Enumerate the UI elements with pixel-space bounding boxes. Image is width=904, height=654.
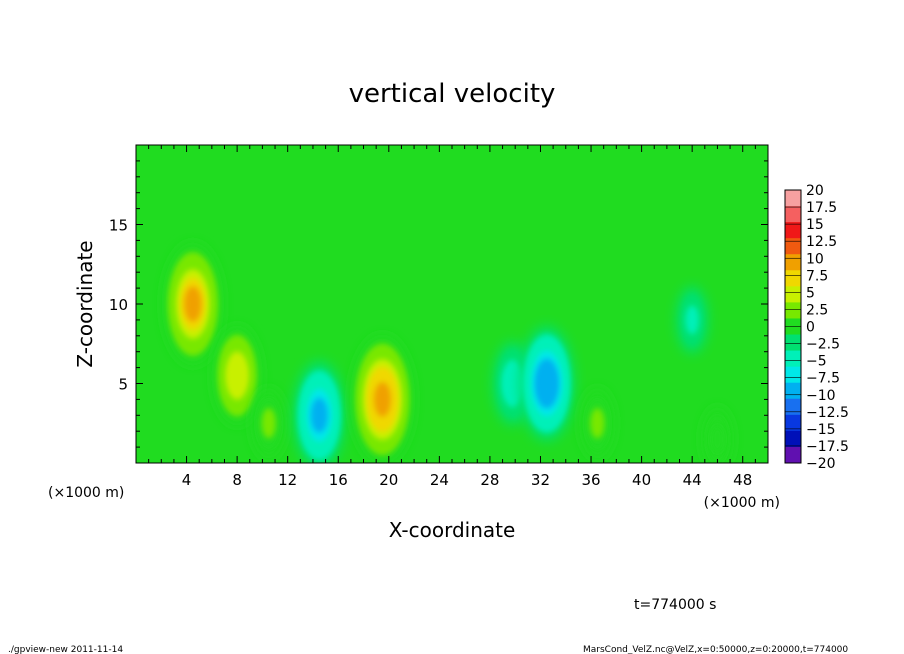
colorbar-segment: [785, 414, 801, 432]
colorbar-label: −10: [806, 388, 836, 404]
colorbar-segment: [785, 206, 801, 223]
footer-right: MarsCond_VelZ.nc@VelZ,x=0:50000,z=0:2000…: [583, 645, 848, 654]
colorbar-segment: [785, 302, 801, 319]
colorbar-label: 5: [806, 285, 815, 301]
x-unit-left: (×1000 m): [48, 485, 124, 501]
x-tick-label: 36: [581, 471, 600, 489]
velocity-feature: [519, 326, 575, 441]
x-tick-label: 4: [182, 471, 192, 489]
colorbar-segment: [785, 446, 801, 464]
velocity-feature: [351, 335, 414, 463]
colorbar-segment: [785, 222, 801, 239]
colorbar-segment: [785, 286, 801, 303]
colorbar-segment: [785, 366, 801, 384]
footer-left: ./gpview-new 2011-11-14: [8, 645, 123, 654]
x-tick-label: 48: [733, 471, 752, 489]
colorbar-segment: [785, 190, 801, 207]
contour-shell: [685, 305, 699, 335]
colorbar-label: −17.5: [806, 439, 849, 455]
colorbar-label: 2.5: [806, 302, 828, 318]
colorbar-label: 10: [806, 251, 824, 267]
colorbar-label: 0: [806, 320, 815, 336]
colorbar-label: −15: [806, 422, 836, 438]
velocity-feature: [580, 388, 614, 459]
plot-area: [135, 144, 769, 464]
x-tick-label: 28: [480, 471, 499, 489]
colorbar-segment: [785, 382, 801, 400]
colorbar-label: 15: [806, 217, 824, 233]
x-unit-right: (×1000 m): [704, 495, 780, 511]
colorbar-segment: [785, 350, 801, 368]
colorbar-label: 20: [806, 183, 824, 199]
y-tick-label: 10: [109, 296, 128, 314]
colorbar-label: 17.5: [806, 200, 837, 216]
contour-shell: [261, 408, 276, 439]
time-label: t=774000 s: [634, 597, 716, 613]
contour-shell: [538, 366, 555, 401]
velocity-field: [163, 243, 733, 463]
velocity-feature: [163, 243, 223, 365]
colorbar-label: 12.5: [806, 234, 837, 250]
x-tick-label: 12: [278, 471, 297, 489]
contour-shell: [374, 382, 391, 417]
colorbar-label: −2.5: [806, 337, 840, 353]
velocity-feature: [702, 407, 733, 463]
x-tick-label: 24: [430, 471, 449, 489]
velocity-feature: [252, 388, 286, 459]
x-tick-label: 44: [683, 471, 702, 489]
contour-shell: [310, 398, 328, 433]
x-tick-label: 32: [531, 471, 550, 489]
velocity-feature: [293, 361, 346, 463]
colorbar-label: −7.5: [806, 371, 840, 387]
colorbar-label: −20: [806, 456, 836, 472]
x-tick-label: 8: [232, 471, 242, 489]
x-axis: 4 8 12 16 20 24 28 32 36 40 44 48: [135, 145, 769, 489]
colorbar-segment: [785, 334, 801, 352]
x-tick-label: 20: [379, 471, 398, 489]
colorbar-segment: [785, 254, 801, 271]
x-axis-label: X-coordinate: [389, 518, 516, 542]
y-tick-label: 15: [109, 217, 128, 235]
colorbar-segment: [785, 430, 801, 448]
contour-shell: [505, 368, 520, 399]
velocity-feature: [676, 286, 708, 354]
colorbar-segment: [785, 238, 801, 255]
colorbar-label: 7.5: [806, 268, 828, 284]
x-tick-label: 16: [329, 471, 348, 489]
colorbar-segment: [785, 270, 801, 287]
colorbar-label: −5: [806, 354, 827, 370]
chart-title: vertical velocity: [349, 79, 556, 109]
x-tick-label: 40: [632, 471, 651, 489]
y-tick-label: 5: [118, 376, 128, 394]
velocity-feature: [213, 326, 261, 425]
y-axis-label: Z-coordinate: [73, 240, 97, 367]
colorbar-segment: [785, 398, 801, 416]
contour-shell: [711, 425, 724, 453]
contour-shell: [184, 286, 202, 322]
contour-shell: [590, 408, 605, 439]
y-axis: 5 10 15: [109, 144, 768, 464]
colorbar-label: −12.5: [806, 405, 849, 421]
contour-shell: [229, 359, 245, 392]
